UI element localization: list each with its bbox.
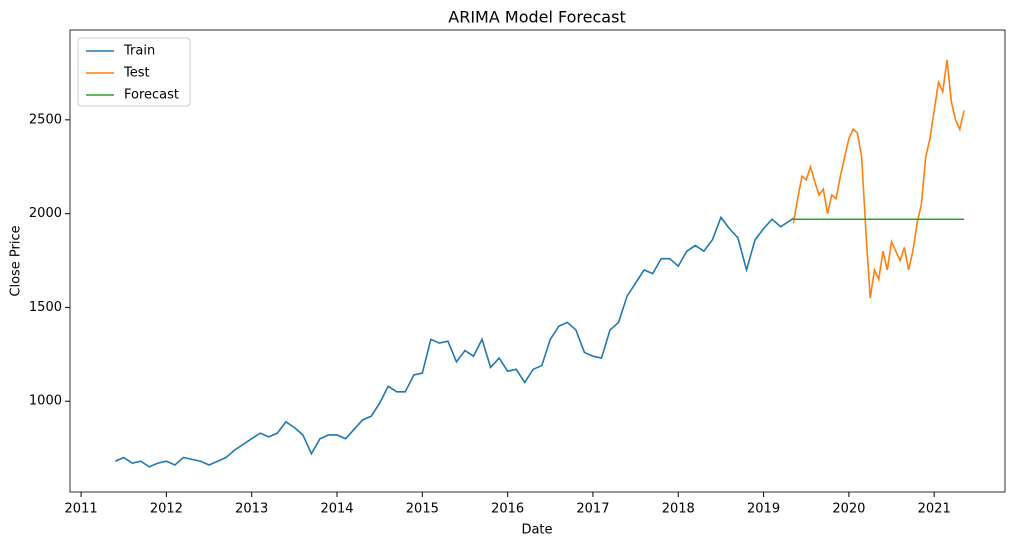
plot-frame (69, 29, 1006, 493)
legend-label: Train (123, 44, 155, 59)
series-line (114, 215, 794, 468)
x-tick-label: 2019 (747, 502, 780, 517)
series-line (792, 59, 965, 299)
legend-label: Test (123, 66, 150, 81)
y-tick-label: 1000 (29, 394, 62, 409)
x-tick-label: 2021 (918, 502, 951, 517)
y-tick-label: 2500 (29, 112, 62, 127)
y-tick-label: 1500 (29, 300, 62, 315)
x-tick-label: 2012 (150, 502, 183, 517)
legend-box (77, 37, 191, 107)
x-tick-label: 2018 (662, 502, 695, 517)
x-tick-label: 2014 (320, 502, 353, 517)
x-tick-label: 2016 (491, 502, 524, 517)
y-tick-label: 2000 (29, 206, 62, 221)
legend-label: Forecast (124, 88, 179, 103)
x-tick-label: 2013 (235, 502, 268, 517)
chart-title: ARIMA Model Forecast (448, 8, 625, 27)
x-tick-label: 2017 (576, 502, 609, 517)
x-tick-label: 2020 (832, 502, 865, 517)
x-tick-label: 2015 (406, 502, 439, 517)
y-axis-label: Close Price (9, 225, 24, 296)
x-tick-label: 2011 (65, 502, 98, 517)
x-axis-label: Date (521, 523, 552, 538)
